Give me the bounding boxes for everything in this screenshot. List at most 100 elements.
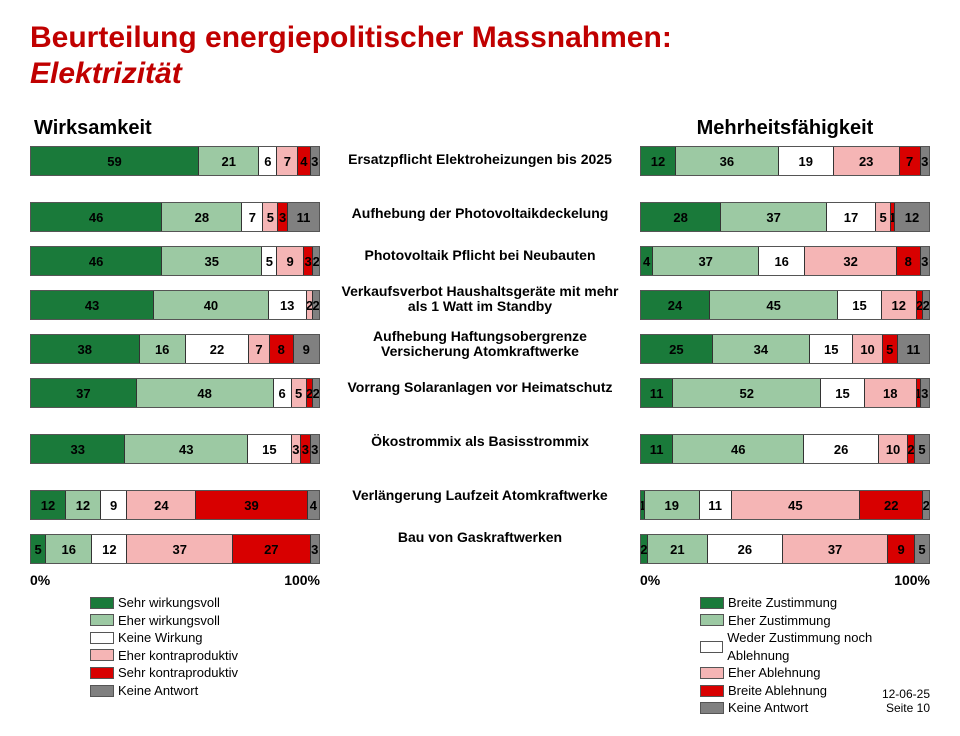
right-seg: 46	[673, 435, 804, 463]
legend-item: Eher Ablehnung	[700, 664, 930, 682]
row-label: Verkaufsverbot Haushaltsgeräte mit mehr …	[324, 284, 636, 315]
legend-label: Weder Zustimmung noch Ablehnung	[727, 629, 930, 664]
right-seg: 2	[923, 291, 929, 319]
chart-area: Wirksamkeit 5921674346287531146355932434…	[30, 117, 930, 716]
legend-swatch	[700, 685, 724, 697]
legend-label: Sehr kontraproduktiv	[118, 664, 238, 682]
right-bar: 1236192373	[640, 146, 930, 176]
left-seg: 37	[127, 535, 233, 563]
right-seg: 26	[804, 435, 879, 463]
row-label: Aufhebung der Photovoltaikdeckelung	[324, 200, 636, 228]
left-header: Wirksamkeit	[30, 117, 320, 140]
legend-swatch	[90, 597, 114, 609]
row-label: Photovoltaik Pflicht bei Neubauten	[324, 242, 636, 270]
left-seg: 24	[127, 491, 196, 519]
legend-label: Breite Ablehnung	[728, 682, 827, 700]
left-axis: 0% 100%	[30, 572, 320, 588]
legend-swatch	[700, 702, 724, 714]
left-seg: 46	[31, 203, 162, 231]
left-seg: 48	[137, 379, 274, 407]
left-seg: 3	[292, 435, 301, 463]
mid-spacer	[324, 117, 636, 140]
left-legend: Sehr wirkungsvollEher wirkungsvollKeine …	[30, 594, 320, 699]
left-seg: 35	[162, 247, 262, 275]
right-seg: 12	[895, 203, 929, 231]
right-seg: 3	[921, 147, 929, 175]
legend-swatch	[90, 632, 114, 644]
legend-label: Keine Wirkung	[118, 629, 203, 647]
left-seg: 40	[154, 291, 269, 319]
right-seg: 21	[648, 535, 708, 563]
middle-column: Ersatzpflicht Elektroheizungen bis 2025A…	[320, 117, 640, 716]
left-bar: 59216743	[30, 146, 320, 176]
left-seg: 46	[31, 247, 162, 275]
right-bar: 2445151222	[640, 290, 930, 320]
right-seg: 24	[641, 291, 710, 319]
left-seg: 2	[307, 379, 314, 407]
footer-date: 12-06-25	[882, 687, 930, 701]
legend-item: Keine Antwort	[90, 682, 320, 700]
left-seg: 37	[31, 379, 137, 407]
left-seg: 13	[269, 291, 307, 319]
right-bar: 437163283	[640, 246, 930, 276]
left-bar: 334315333	[30, 434, 320, 464]
right-seg: 45	[710, 291, 838, 319]
right-seg: 11	[700, 491, 732, 519]
right-seg: 37	[653, 247, 759, 275]
right-seg: 9	[888, 535, 914, 563]
right-seg: 37	[783, 535, 889, 563]
left-seg: 28	[162, 203, 242, 231]
legend-swatch	[700, 597, 724, 609]
left-bar: 46355932	[30, 246, 320, 276]
left-seg: 5	[262, 247, 277, 275]
right-seg: 15	[821, 379, 864, 407]
right-seg: 32	[805, 247, 897, 275]
left-seg: 7	[249, 335, 270, 363]
left-seg: 11	[288, 203, 319, 231]
row-label: Ökostrommix als Basisstrommix	[324, 428, 636, 456]
right-seg: 2	[641, 535, 648, 563]
left-seg: 5	[263, 203, 278, 231]
right-bar: 25341510511	[640, 334, 930, 364]
left-seg: 7	[277, 147, 298, 175]
left-seg: 39	[196, 491, 307, 519]
right-header: Mehrheitsfähigkeit	[640, 117, 930, 140]
legend-swatch	[90, 667, 114, 679]
left-seg: 43	[125, 435, 248, 463]
legend-item: Sehr kontraproduktiv	[90, 664, 320, 682]
legend-item: Keine Wirkung	[90, 629, 320, 647]
right-bar: 1152151813	[640, 378, 930, 408]
right-axis: 0% 100%	[640, 572, 930, 588]
legend-label: Breite Zustimmung	[728, 594, 837, 612]
axis-0: 0%	[640, 572, 660, 588]
right-seg: 22	[860, 491, 923, 519]
left-seg: 3	[278, 203, 287, 231]
legend-item: Eher wirkungsvoll	[90, 612, 320, 630]
right-seg: 23	[834, 147, 900, 175]
left-seg: 22	[186, 335, 249, 363]
right-seg: 36	[676, 147, 779, 175]
row-label: Vorrang Solaranlagen vor Heimatschutz	[324, 374, 636, 402]
legend-swatch	[700, 641, 723, 653]
right-seg: 3	[921, 247, 929, 275]
left-seg: 3	[301, 435, 310, 463]
right-seg: 19	[779, 147, 834, 175]
right-seg: 10	[853, 335, 882, 363]
right-seg: 15	[810, 335, 853, 363]
axis-100: 100%	[894, 572, 930, 588]
left-seg: 16	[140, 335, 186, 363]
right-seg: 16	[759, 247, 805, 275]
right-seg: 11	[641, 379, 673, 407]
legend-item: Weder Zustimmung noch Ablehnung	[700, 629, 930, 664]
right-seg: 37	[721, 203, 827, 231]
left-seg: 43	[31, 291, 154, 319]
left-seg: 6	[274, 379, 292, 407]
left-seg: 5	[31, 535, 46, 563]
left-seg: 16	[46, 535, 92, 563]
right-seg: 8	[897, 247, 921, 275]
right-seg: 17	[827, 203, 876, 231]
left-seg: 9	[294, 335, 319, 363]
left-seg: 3	[311, 147, 319, 175]
right-seg: 7	[900, 147, 921, 175]
left-bar: 43401322	[30, 290, 320, 320]
